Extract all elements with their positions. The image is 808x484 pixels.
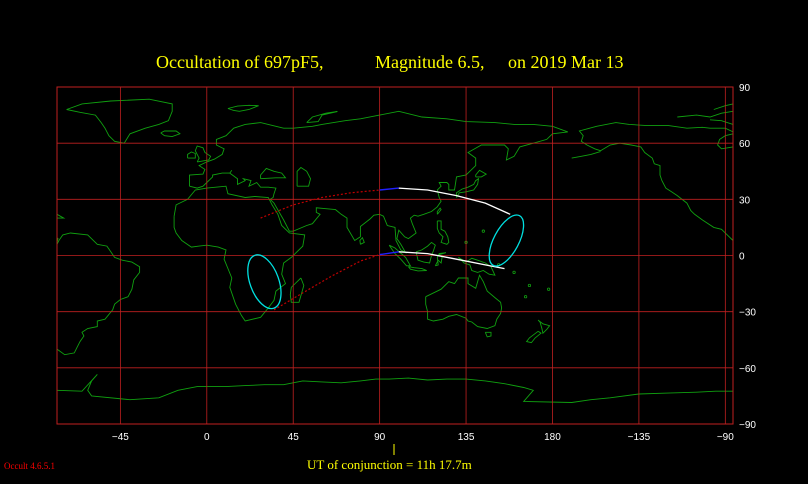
south-limit-twilight [379,251,399,256]
coast-iceland [160,130,181,138]
north-limit-night [260,189,380,219]
title-magnitude: Magnitude 6.5, [375,52,485,72]
y-tick-label: −90 [739,420,756,431]
coast-antarctica [56,374,733,403]
coast-svalbard [227,104,259,112]
coast-japan [456,177,480,198]
coast-caspian [296,166,311,187]
y-tick-label: 60 [739,139,751,150]
x-tick-label: −135 [628,432,651,443]
y-tick-label: 0 [739,252,745,263]
coast-ellesmere [713,103,734,110]
coast-sri-lanka [359,236,365,245]
x-tick-label: −90 [717,432,734,443]
coast-tasmania [484,331,492,338]
x-tick-label: 45 [288,432,300,443]
east-limb-ellipse [488,214,525,267]
coast-bering-islands [571,151,601,159]
coast-greenland [66,98,173,144]
coast-hudson-bay [717,133,734,150]
y-tick-label: 90 [739,83,751,94]
coast-australia [425,274,503,329]
x-tick-label: 90 [374,432,386,443]
coast-hokkaido [475,169,488,178]
x-tick-label: 180 [544,432,561,443]
coastlines [56,98,734,403]
coast-sumatra [388,244,412,267]
coast-nz-south [525,330,542,344]
coast-baffin-edge [709,119,734,125]
coast-taiwan [436,207,442,215]
west-limb-ellipse [247,254,282,310]
coast-nz-north [537,319,551,335]
coast-madagascar [289,277,305,303]
coast-islet [527,283,532,288]
software-version: Occult 4.6.5.1 [4,461,55,471]
coast-new-guinea [458,257,496,276]
coast-islet [481,229,485,233]
coast-borneo [415,241,436,264]
coast-java [408,266,427,272]
coast-islet [547,287,551,291]
north-limit-day [398,187,511,215]
coast-north-america [578,122,734,241]
coast-islet [523,295,528,299]
north-limit-twilight [379,187,399,191]
south-limit-night [273,254,380,311]
title-occultation: Occultation of 697pF5, [156,52,323,72]
x-tick-label: 135 [458,432,475,443]
coast-canadian-archipelago [677,110,734,118]
coast-africa [173,185,306,322]
x-tick-label: 0 [204,432,210,443]
x-tick-label: −45 [112,432,129,443]
coast-novaya-zemlya [306,111,338,124]
coast-south-america [56,232,141,356]
occultation-track [247,187,525,311]
y-tick-label: −60 [739,364,756,375]
coast-ireland [187,151,196,159]
coast-black-sea [260,167,287,180]
coast-sulawesi [434,252,447,267]
coast-islet [512,270,516,274]
graticule [56,86,734,425]
coast-cuba [56,213,66,219]
south-limit-day [398,251,505,270]
y-tick-label: −30 [739,308,756,319]
conjunction-label: UT of conjunction = 11h 17.7m [307,457,472,472]
axis-ticks: −45 0 45 90 135 180 −135 −90 90 60 30 0 −30 −60 −90 [112,83,757,443]
y-tick-label: 30 [739,195,751,206]
coast-eurasia [189,110,568,254]
coast-philippines [436,220,450,245]
title-date: on 2019 Mar 13 [508,52,624,72]
coast-britain [194,145,212,163]
